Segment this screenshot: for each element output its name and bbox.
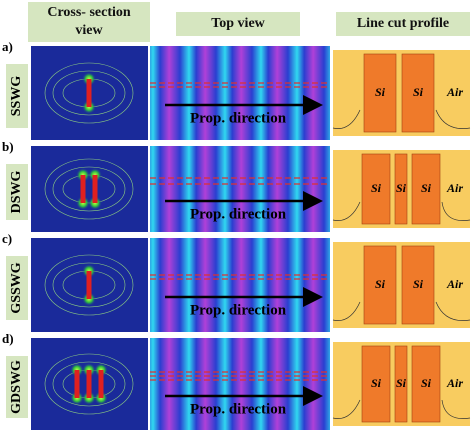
column-header: Top view bbox=[211, 16, 265, 31]
arrow-label: Prop. direction bbox=[190, 110, 287, 126]
side-label: GDSWG bbox=[9, 360, 24, 414]
side-label-box bbox=[6, 64, 28, 128]
profile-curve bbox=[332, 301, 471, 321]
side-label: SSWG bbox=[9, 76, 24, 117]
header-line: view bbox=[75, 23, 103, 38]
contour bbox=[44, 254, 134, 316]
profile bbox=[333, 242, 470, 328]
side-label-box bbox=[6, 256, 28, 320]
si-block bbox=[394, 153, 408, 225]
waveguide bbox=[98, 370, 104, 398]
contour bbox=[52, 70, 126, 116]
profile-label: Si bbox=[396, 181, 407, 195]
profile-label: Si bbox=[371, 376, 382, 390]
contour bbox=[52, 166, 126, 212]
header-box bbox=[28, 2, 150, 42]
profile bbox=[333, 50, 470, 136]
profile-label: Air bbox=[446, 85, 463, 99]
waveguide bbox=[86, 271, 92, 299]
waveguide bbox=[86, 370, 92, 398]
arrow-label: Prop. direction bbox=[190, 206, 287, 222]
top-view bbox=[150, 46, 330, 140]
si-block bbox=[401, 245, 435, 325]
profile-label: Si bbox=[413, 85, 424, 99]
profile-label: Air bbox=[446, 181, 463, 195]
si-block bbox=[411, 153, 441, 225]
side-label-box bbox=[6, 356, 28, 418]
si-block bbox=[401, 53, 435, 133]
column-header: Cross- section view bbox=[47, 5, 131, 38]
profile-curve bbox=[332, 399, 471, 419]
profile-label: Air bbox=[446, 277, 463, 291]
top-view bbox=[150, 238, 330, 332]
waveguide bbox=[80, 175, 86, 203]
profile-label: Si bbox=[421, 181, 432, 195]
top-view bbox=[150, 146, 330, 232]
si-block bbox=[411, 345, 441, 423]
contour bbox=[44, 353, 134, 415]
waveguide bbox=[74, 370, 80, 398]
side-label-box bbox=[6, 164, 28, 220]
side-label: GSSWG bbox=[9, 262, 24, 313]
top-view bbox=[150, 338, 330, 430]
row-letter: b) bbox=[2, 139, 14, 154]
si-block bbox=[363, 245, 397, 325]
profile-label: Si bbox=[371, 181, 382, 195]
column-header: Line cut profile bbox=[357, 16, 449, 31]
profile-label: Si bbox=[421, 376, 432, 390]
row-letter: c) bbox=[2, 231, 12, 246]
si-block bbox=[361, 345, 391, 423]
row-letter: a) bbox=[2, 39, 13, 54]
header-box bbox=[176, 12, 300, 36]
header-line: Cross- section bbox=[47, 5, 131, 20]
contour bbox=[44, 158, 134, 220]
cross-section bbox=[31, 146, 148, 232]
profile-label: Air bbox=[446, 376, 463, 390]
profile-label: Si bbox=[396, 376, 407, 390]
profile-label: Si bbox=[375, 85, 386, 99]
side-label: DSWG bbox=[9, 171, 24, 214]
waveguide bbox=[86, 79, 92, 107]
arrow-label: Prop. direction bbox=[190, 302, 287, 318]
si-block bbox=[363, 53, 397, 133]
contour bbox=[52, 262, 126, 308]
profile-label: Si bbox=[413, 277, 424, 291]
contour bbox=[44, 62, 134, 124]
arrow-label: Prop. direction bbox=[190, 401, 287, 417]
profile-curve bbox=[332, 201, 471, 221]
waveguide bbox=[92, 175, 98, 203]
profile-label: Si bbox=[375, 277, 386, 291]
profile-curve bbox=[332, 109, 471, 129]
si-block bbox=[361, 153, 391, 225]
header-box bbox=[336, 12, 470, 36]
contour bbox=[52, 361, 126, 407]
row-letter: d) bbox=[2, 331, 14, 346]
si-block bbox=[394, 345, 408, 423]
